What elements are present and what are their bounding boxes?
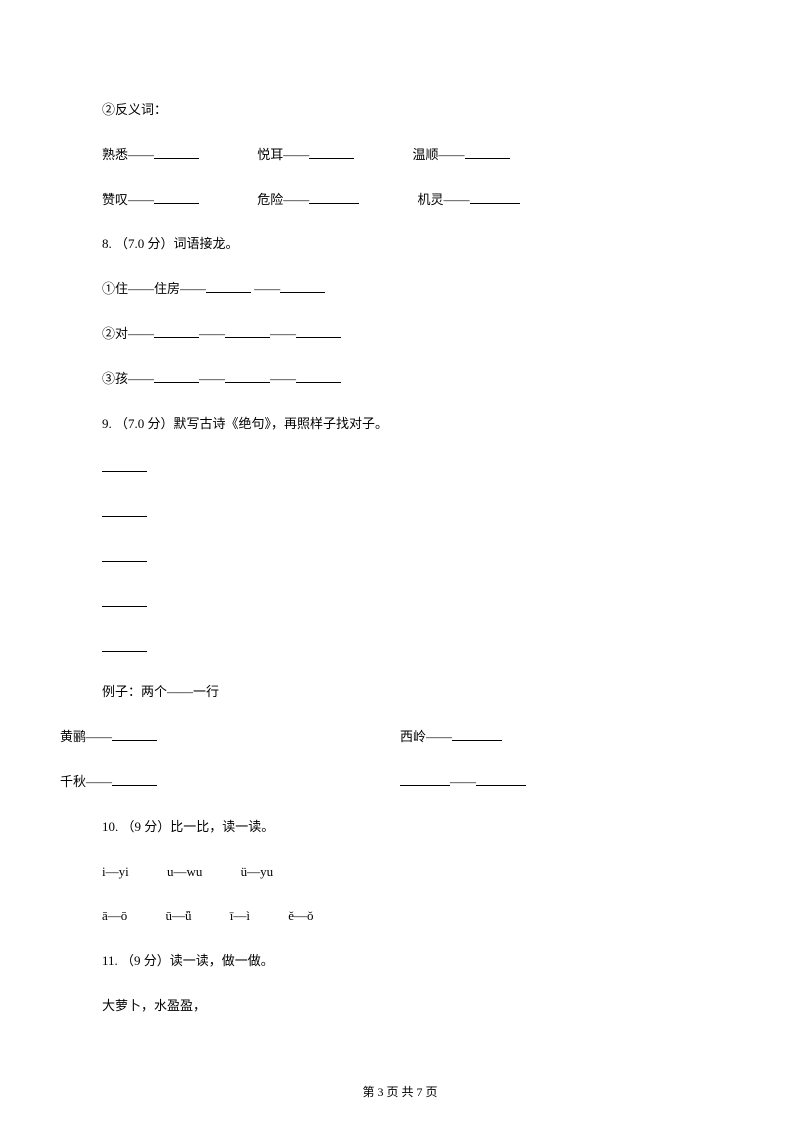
q8-connector: —— [199,371,225,386]
pinyin-pair: ā—ō [102,906,127,927]
antonym-row-2: 赞叹—— 危险—— 机灵—— [60,190,740,211]
pinyin-pair: ū—ǖ [166,906,192,927]
antonym-item: 机灵—— [418,190,520,211]
q9-pair-label: 千秋—— [60,774,112,789]
q9-blank-3 [60,548,740,569]
antonym-item: 熟悉—— [102,145,199,166]
q9-example: 例子：两个——一行 [60,682,740,703]
page-footer: 第 3 页 共 7 页 [0,1083,800,1102]
blank-line [296,370,341,383]
antonym-item: 悦耳—— [257,145,354,166]
antonym-item: 温顺—— [413,145,510,166]
q11-line-1: 大萝卜，水盈盈， [60,996,740,1017]
blank-line [154,191,199,204]
blank-line [225,325,270,338]
blank-line [296,325,341,338]
q9-blank-5 [60,638,740,659]
q9-title-text: 9. （7.0 分）默写古诗《绝句》，再照样子找对子。 [102,416,388,431]
antonym-item: 赞叹—— [102,190,199,211]
q11-title-text: 11. （9 分）读一读，做一做。 [102,953,274,968]
q8-connector: —— [251,281,280,296]
pinyin-pair: i—yi [102,862,129,883]
pinyin-pair: ī—ì [230,906,250,927]
q8-line-1: ①住——住房—— —— [60,279,740,300]
q8-prefix: ③孩—— [102,371,154,386]
blank-line [102,504,147,517]
q9-example-text: 例子：两个——一行 [102,684,219,699]
q8-title-text: 8. （7.0 分）词语接龙。 [102,236,239,251]
q8-title: 8. （7.0 分）词语接龙。 [60,234,740,255]
q9-blank-1 [60,458,740,479]
antonym-title: ②反义词： [60,100,740,121]
q10-row-1: i—yi u—wu ü—yu [60,862,740,883]
antonym-title-text: ②反义词： [102,102,167,117]
blank-line [452,728,502,741]
pinyin-pair: ě—ǒ [288,906,313,927]
blank-line [102,459,147,472]
q9-pair-left: 黄鹂—— [60,727,400,748]
blank-line [154,325,199,338]
q9-pair-label: 黄鹂—— [60,729,112,744]
q9-pair-row-2: 千秋—— —— [60,772,740,793]
q9-pair-label: 西岭—— [400,729,452,744]
blank-line [470,191,520,204]
q8-connector: —— [199,326,225,341]
blank-line [400,773,450,786]
q9-blank-2 [60,503,740,524]
blank-line [309,191,359,204]
q9-pair-left: 千秋—— [60,772,400,793]
q9-blank-4 [60,593,740,614]
blank-line [102,594,147,607]
q8-prefix: ①住——住房—— [102,281,206,296]
blank-line [206,280,251,293]
antonym-row-1: 熟悉—— 悦耳—— 温顺—— [60,145,740,166]
blank-line [102,549,147,562]
blank-line [154,146,199,159]
blank-line [112,728,157,741]
q9-pair-right: —— [400,772,740,793]
pinyin-pair: ü—yu [241,862,274,883]
antonym-label: 机灵—— [418,192,470,207]
pinyin-pair: u—wu [167,862,202,883]
q8-line-3: ③孩—— —— —— [60,369,740,390]
q8-prefix: ②对—— [102,326,154,341]
q8-line-2: ②对—— —— —— [60,324,740,345]
q10-row-2: ā—ō ū—ǖ ī—ì ě—ǒ [60,906,740,927]
q8-connector: —— [270,326,296,341]
blank-line [476,773,526,786]
blank-line [112,773,157,786]
antonym-label: 熟悉—— [102,147,154,162]
blank-line [309,146,354,159]
q11-title: 11. （9 分）读一读，做一做。 [60,951,740,972]
blank-line [154,370,199,383]
blank-line [102,639,147,652]
q10-title: 10. （9 分）比一比，读一读。 [60,817,740,838]
q9-pair-connector: —— [450,774,476,789]
q10-title-text: 10. （9 分）比一比，读一读。 [102,819,274,834]
antonym-label: 危险—— [257,192,309,207]
blank-line [225,370,270,383]
q8-connector: —— [270,371,296,386]
q9-title: 9. （7.0 分）默写古诗《绝句》，再照样子找对子。 [60,414,740,435]
antonym-label: 赞叹—— [102,192,154,207]
q9-pair-row-1: 黄鹂—— 西岭—— [60,727,740,748]
q11-text: 大萝卜，水盈盈， [102,998,206,1013]
blank-line [280,280,325,293]
blank-line [465,146,510,159]
page-number: 第 3 页 共 7 页 [362,1085,437,1099]
antonym-item: 危险—— [257,190,359,211]
q9-pair-right: 西岭—— [400,727,740,748]
antonym-label: 悦耳—— [257,147,309,162]
antonym-label: 温顺—— [413,147,465,162]
